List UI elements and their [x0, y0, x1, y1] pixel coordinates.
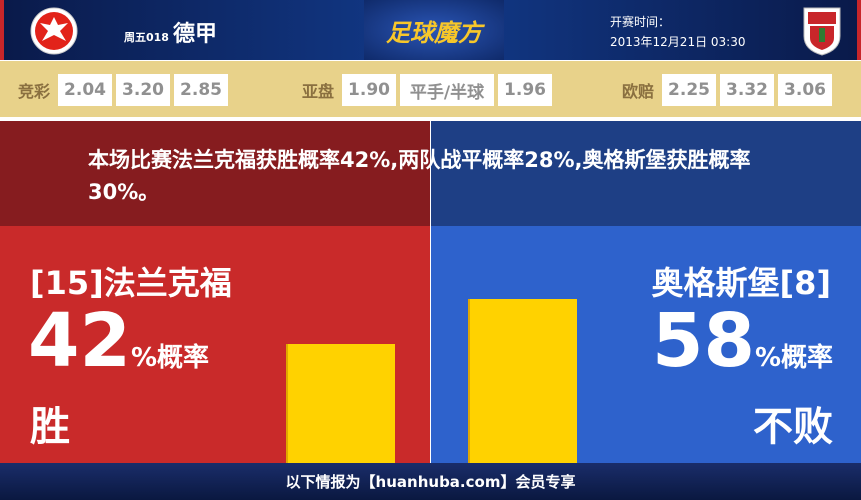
away-percent-unit: %概率 — [754, 343, 833, 373]
odds-label: 欧赔 — [622, 82, 655, 101]
odds-oupei: 欧赔 2.25 3.32 3.06 — [622, 74, 833, 106]
away-team-logo-icon — [803, 7, 841, 56]
odds-jingcai: 竞彩 2.04 3.20 2.85 — [18, 74, 229, 106]
odds-value: 3.32 — [720, 74, 775, 106]
odds-value: 1.90 — [342, 74, 397, 106]
kickoff-label: 开赛时间： — [610, 15, 671, 29]
home-team-name: [15]法兰克福 — [30, 264, 232, 302]
away-result: 不败 — [753, 404, 833, 450]
match-header: 周五018 德甲 足球魔方 开赛时间： 2013年12月21日 03:30 — [0, 0, 861, 60]
odds-bar: 竞彩 2.04 3.20 2.85 亚盘 1.90 平手/半球 1.96 欧赔 … — [0, 60, 861, 117]
odds-value: 3.20 — [116, 74, 171, 106]
odds-value: 2.25 — [662, 74, 717, 106]
prediction-summary: 本场比赛法兰克福获胜概率42%,两队战平概率28%,奥格斯堡获胜概率30%。 — [88, 148, 751, 204]
home-team-logo-icon — [30, 7, 78, 55]
match-number: 周五018 — [124, 31, 169, 44]
league-name: 德甲 — [172, 22, 217, 47]
kickoff-time: 2013年12月21日 03:30 — [610, 35, 746, 49]
member-footer[interactable]: 以下情报为【huanhuba.com】会员专享 — [0, 463, 861, 500]
home-percent: 42 %概率 — [28, 298, 209, 384]
odds-label: 竞彩 — [18, 82, 51, 101]
odds-value: 1.96 — [498, 74, 553, 106]
odds-value: 2.04 — [58, 74, 113, 106]
brand-logo: 足球魔方 — [364, 0, 504, 60]
away-percent: 58 %概率 — [652, 298, 833, 384]
home-result: 胜 — [30, 404, 70, 450]
away-percent-value: 58 — [651, 298, 755, 384]
league-info: 周五018 德甲 — [124, 16, 217, 48]
home-probability-bar — [286, 344, 395, 463]
kickoff: 开赛时间： 2013年12月21日 03:30 — [610, 12, 745, 52]
odds-value: 2.85 — [174, 74, 229, 106]
home-summary-panel — [0, 121, 430, 226]
odds-yapan: 亚盘 1.90 平手/半球 1.96 — [302, 74, 553, 106]
odds-handicap: 平手/半球 — [400, 74, 495, 106]
away-summary-panel — [431, 121, 861, 226]
away-team-name: 奥格斯堡[8] — [651, 264, 831, 302]
home-percent-unit: %概率 — [130, 343, 210, 373]
odds-label: 亚盘 — [302, 82, 335, 101]
home-percent-value: 42 — [28, 298, 131, 384]
odds-value: 3.06 — [778, 74, 833, 106]
away-probability-bar — [468, 298, 577, 463]
